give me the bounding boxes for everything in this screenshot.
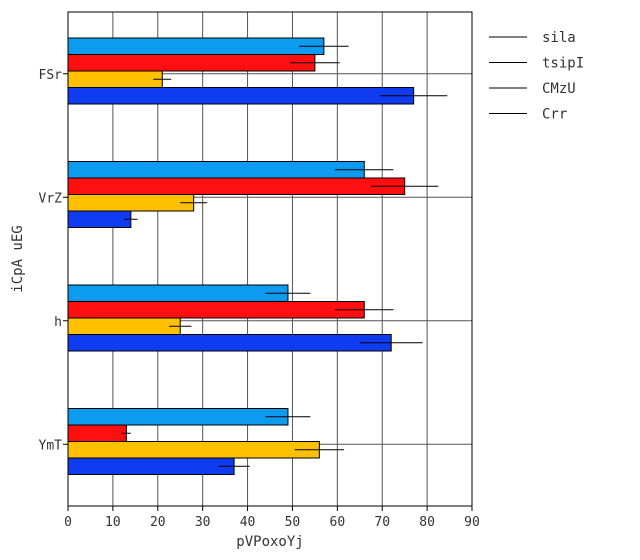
bar — [67, 334, 392, 352]
category-label: VrZ — [39, 191, 63, 206]
category-label: FSr — [39, 68, 63, 83]
error-bars-group — [121, 45, 448, 467]
x-ticks: 0 10 20 30 40 50 60 70 80 90 — [64, 506, 480, 530]
x-axis-title: pVPoxoYj — [236, 534, 303, 550]
bar — [67, 37, 325, 55]
category-label: YmT — [39, 438, 63, 453]
bar — [67, 441, 320, 459]
legend: sila tsipI CMzU Crr — [489, 30, 584, 123]
legend-label: CMzU — [542, 81, 576, 97]
category-labels: FSr VrZ h YmT — [39, 68, 68, 453]
x-tick-label: 50 — [285, 515, 301, 530]
x-tick-label: 40 — [240, 515, 256, 530]
bar — [67, 424, 127, 442]
bar — [67, 70, 163, 88]
bar — [67, 457, 235, 475]
bar — [67, 177, 406, 195]
bars-group — [67, 37, 415, 475]
x-tick-label: 70 — [374, 515, 390, 530]
bar — [67, 194, 195, 212]
legend-label: Crr — [542, 107, 567, 123]
x-tick-label: 0 — [64, 515, 72, 530]
bar — [67, 408, 289, 426]
bar — [67, 210, 132, 228]
x-tick-label: 80 — [419, 515, 435, 530]
x-tick-label: 20 — [150, 515, 166, 530]
bar — [67, 284, 289, 302]
bar — [67, 301, 365, 319]
legend-label: tsipI — [542, 56, 584, 72]
legend-label: sila — [542, 30, 576, 46]
x-tick-label: 60 — [330, 515, 346, 530]
x-tick-label: 90 — [464, 515, 480, 530]
y-axis-title: iCpA uEG — [10, 225, 26, 292]
x-tick-label: 10 — [105, 515, 121, 530]
bar — [67, 54, 316, 72]
category-label: h — [54, 315, 62, 330]
bar — [67, 317, 181, 335]
bar — [67, 87, 415, 105]
plot-frame — [67, 11, 473, 507]
bar — [67, 161, 365, 179]
x-tick-label: 30 — [195, 515, 211, 530]
